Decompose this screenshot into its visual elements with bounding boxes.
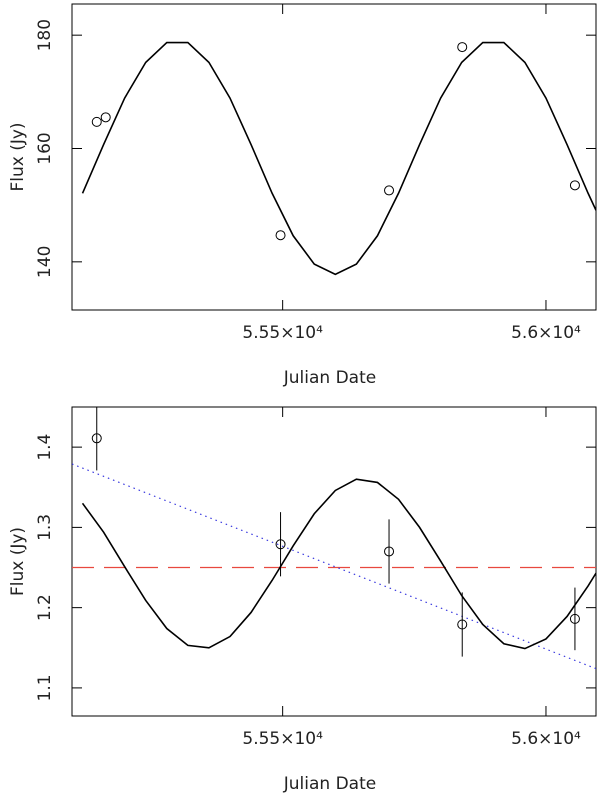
x-tick-label: 5.55×10⁴ (242, 323, 323, 343)
data-point (384, 546, 395, 557)
x-tick-label: 5.6×10⁴ (511, 323, 581, 343)
data-point (569, 180, 580, 191)
plot-area (72, 407, 596, 670)
plot-area (81, 41, 596, 276)
x-tick-label: 5.6×10⁴ (511, 729, 581, 749)
data-point (100, 112, 111, 123)
plot-frame (71, 3, 597, 311)
data-point (275, 230, 286, 241)
y-tick-label: 160 (35, 132, 55, 164)
model-curve (81, 478, 596, 650)
model-curve (81, 41, 596, 276)
plot-frame (71, 406, 597, 717)
data-point (91, 433, 102, 444)
y-tick-label: 140 (35, 246, 55, 278)
data-point (275, 539, 286, 550)
y-tick-label: 180 (35, 19, 55, 51)
y-tick-label: 1.2 (35, 594, 55, 621)
y-axis-label: Flux (Jy) (8, 527, 28, 596)
y-tick-label: 1.3 (35, 514, 55, 541)
x-tick-label: 5.55×10⁴ (242, 729, 323, 749)
data-point (384, 185, 395, 196)
x-axis-label: Julian Date (283, 774, 376, 794)
data-point (569, 613, 580, 624)
data-point (91, 116, 102, 127)
data-point (457, 42, 468, 53)
y-axis-label: Flux (Jy) (8, 122, 28, 191)
y-tick-label: 1.1 (35, 674, 55, 701)
fit-line (72, 463, 596, 670)
y-tick-label: 1.4 (35, 434, 55, 461)
data-point (457, 619, 468, 630)
x-axis-label: Julian Date (283, 368, 376, 388)
